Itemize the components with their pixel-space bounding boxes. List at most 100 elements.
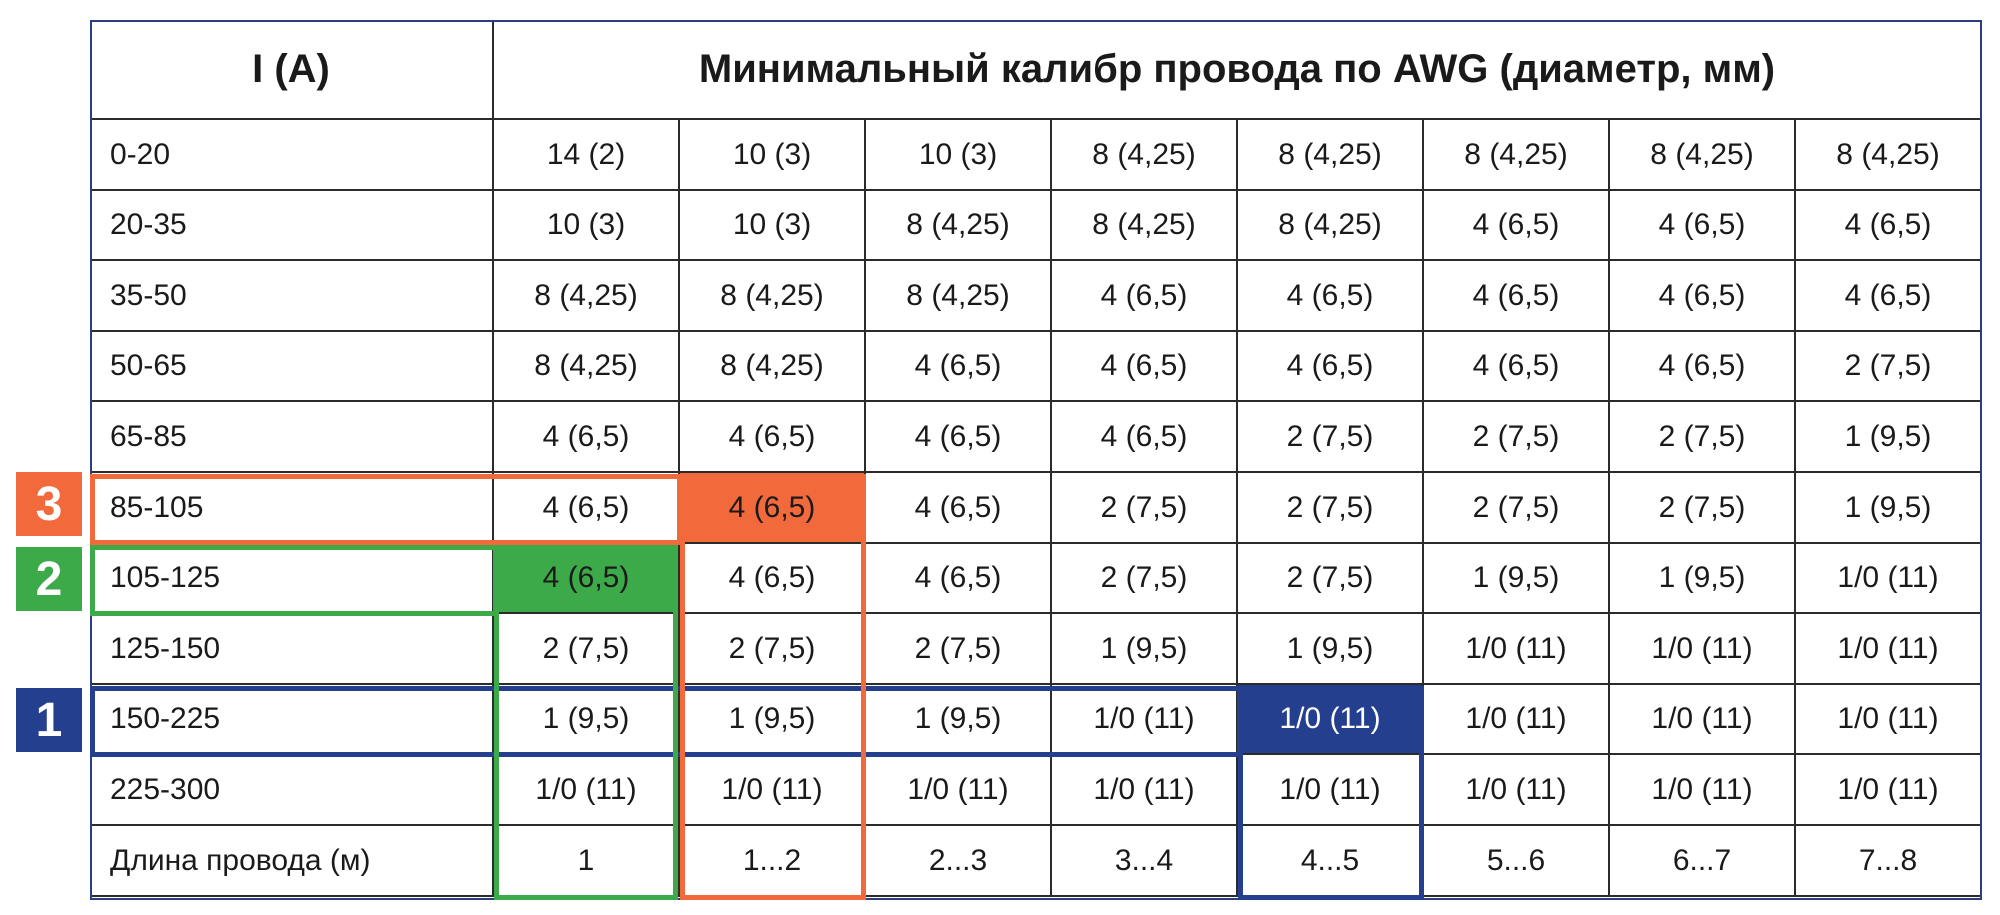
gauge-cell: 2 (7,5) [1052, 544, 1238, 614]
gauge-cell: 1/0 (11) [1424, 685, 1610, 755]
length-cell: 1...2 [680, 826, 866, 897]
gauge-cell: 4 (6,5) [1610, 191, 1796, 261]
gauge-cell: 1 (9,5) [1610, 544, 1796, 614]
length-label: Длина провода (м) [90, 826, 494, 897]
gauge-cell: 1 (9,5) [1796, 473, 1982, 544]
gauge-cell: 2 (7,5) [1238, 544, 1424, 614]
gauge-cell: 1/0 (11) [1796, 755, 1982, 826]
gauge-cell: 2 (7,5) [866, 614, 1052, 685]
gauge-cell: 4 (6,5) [866, 402, 1052, 473]
gauge-cell: 1/0 (11) [1424, 755, 1610, 826]
gauge-cell: 4 (6,5) [1052, 332, 1238, 402]
gauge-cell: 1/0 (11) [1610, 685, 1796, 755]
gauge-cell: 10 (3) [680, 120, 866, 191]
gauge-cell: 4 (6,5) [866, 332, 1052, 402]
gauge-cell: 10 (3) [866, 120, 1052, 191]
gauge-cell: 2 (7,5) [680, 614, 866, 685]
gauge-cell: 1/0 (11) [866, 755, 1052, 826]
gauge-cell: 4 (6,5) [1424, 261, 1610, 332]
current-range-cell: 0-20 [90, 120, 494, 191]
gauge-cell: 1 (9,5) [1052, 614, 1238, 685]
gauge-cell: 2 (7,5) [1424, 402, 1610, 473]
current-range-cell: 225-300 [90, 755, 494, 826]
length-cell: 3...4 [1052, 826, 1238, 897]
gauge-cell: 4 (6,5) [1610, 261, 1796, 332]
gauge-cell: 8 (4,25) [1052, 120, 1238, 191]
gauge-cell: 4 (6,5) [494, 473, 680, 544]
gauge-cell: 4 (6,5) [1796, 261, 1982, 332]
length-cell: 4...5 [1238, 826, 1424, 897]
gauge-cell: 1/0 (11) [1610, 614, 1796, 685]
gauge-cell: 8 (4,25) [1052, 191, 1238, 261]
gauge-cell: 1/0 (11) [494, 755, 680, 826]
current-range-cell: 125-150 [90, 614, 494, 685]
gauge-cell: 4 (6,5) [680, 402, 866, 473]
current-range-cell: 20-35 [90, 191, 494, 261]
gauge-cell: 1/0 (11) [1796, 544, 1982, 614]
gauge-cell: 8 (4,25) [494, 332, 680, 402]
header-gauge: Минимальный калибр провода по AWG (диаме… [494, 20, 1982, 120]
gauge-cell: 2 (7,5) [1424, 473, 1610, 544]
gauge-cell: 4 (6,5) [1424, 332, 1610, 402]
gauge-cell: 8 (4,25) [680, 261, 866, 332]
gauge-cell: 8 (4,25) [1796, 120, 1982, 191]
gauge-cell: 8 (4,25) [866, 261, 1052, 332]
gauge-cell: 2 (7,5) [1238, 402, 1424, 473]
gauge-cell: 1/0 (11) [1238, 755, 1424, 826]
gauge-cell: 4 (6,5) [494, 402, 680, 473]
gauge-cell: 14 (2) [494, 120, 680, 191]
length-cell: 2...3 [866, 826, 1052, 897]
gauge-cell: 4 (6,5) [866, 473, 1052, 544]
gauge-cell: 2 (7,5) [1610, 473, 1796, 544]
badge-2: 2 [16, 547, 82, 611]
current-range-cell: 150-225 [90, 685, 494, 755]
gauge-cell: 4 (6,5) [1052, 261, 1238, 332]
gauge-cell: 4 (6,5) [1238, 332, 1424, 402]
gauge-cell: 1/0 (11) [1238, 685, 1424, 755]
gauge-cell: 1/0 (11) [680, 755, 866, 826]
length-cell: 5...6 [1424, 826, 1610, 897]
gauge-cell: 1/0 (11) [1796, 614, 1982, 685]
gauge-cell: 2 (7,5) [1796, 332, 1982, 402]
gauge-cell: 2 (7,5) [494, 614, 680, 685]
gauge-cell: 2 (7,5) [1238, 473, 1424, 544]
gauge-cell: 1 (9,5) [866, 685, 1052, 755]
gauge-cell: 10 (3) [494, 191, 680, 261]
current-range-cell: 105-125 [90, 544, 494, 614]
gauge-cell: 8 (4,25) [1424, 120, 1610, 191]
gauge-cell: 1/0 (11) [1610, 755, 1796, 826]
gauge-cell: 4 (6,5) [866, 544, 1052, 614]
gauge-cell: 1/0 (11) [1052, 685, 1238, 755]
current-range-cell: 50-65 [90, 332, 494, 402]
gauge-cell: 4 (6,5) [1424, 191, 1610, 261]
gauge-cell: 4 (6,5) [1238, 261, 1424, 332]
gauge-cell: 4 (6,5) [1610, 332, 1796, 402]
gauge-cell: 4 (6,5) [494, 544, 680, 614]
current-range-cell: 65-85 [90, 402, 494, 473]
gauge-cell: 8 (4,25) [680, 332, 866, 402]
gauge-cell: 1/0 (11) [1052, 755, 1238, 826]
gauge-cell: 10 (3) [680, 191, 866, 261]
gauge-cell: 8 (4,25) [1238, 191, 1424, 261]
gauge-cell: 8 (4,25) [494, 261, 680, 332]
gauge-cell: 1 (9,5) [494, 685, 680, 755]
length-cell: 7...8 [1796, 826, 1982, 897]
gauge-cell: 1/0 (11) [1796, 685, 1982, 755]
gauge-cell: 8 (4,25) [1238, 120, 1424, 191]
gauge-cell: 1 (9,5) [1424, 544, 1610, 614]
badge-3: 3 [16, 472, 82, 536]
gauge-cell: 4 (6,5) [680, 473, 866, 544]
gauge-cell: 8 (4,25) [866, 191, 1052, 261]
gauge-cell: 1 (9,5) [1796, 402, 1982, 473]
gauge-cell: 8 (4,25) [1610, 120, 1796, 191]
length-cell: 1 [494, 826, 680, 897]
gauge-cell: 2 (7,5) [1052, 473, 1238, 544]
gauge-cell: 2 (7,5) [1610, 402, 1796, 473]
gauge-cell: 1 (9,5) [680, 685, 866, 755]
gauge-cell: 4 (6,5) [1796, 191, 1982, 261]
badge-1: 1 [16, 688, 82, 752]
current-range-cell: 35-50 [90, 261, 494, 332]
gauge-cell: 1 (9,5) [1238, 614, 1424, 685]
gauge-cell: 4 (6,5) [680, 544, 866, 614]
